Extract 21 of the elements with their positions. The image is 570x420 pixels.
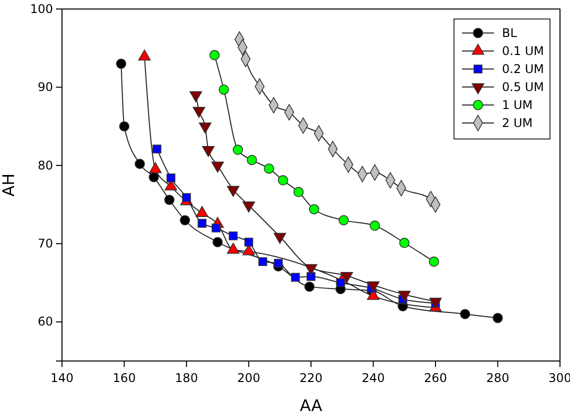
x-tick-label: 280 — [486, 371, 510, 385]
legend-label: BL — [502, 26, 518, 40]
legend-label: 0.1 UM — [502, 44, 544, 58]
y-axis-title: AH — [0, 174, 18, 196]
legend-label: 0.5 UM — [502, 80, 544, 94]
x-tick-label: 140 — [50, 371, 74, 385]
y-tick-label: 90 — [38, 80, 53, 94]
x-tick-label: 200 — [237, 371, 260, 385]
y-tick-label: 80 — [38, 158, 53, 172]
x-tick-label: 260 — [424, 371, 447, 385]
x-tick-label: 160 — [112, 371, 136, 385]
x-tick-label: 220 — [300, 371, 322, 385]
y-tick-label: 70 — [38, 236, 53, 251]
y-tick-label: 60 — [38, 314, 53, 329]
y-tick-label: 100 — [30, 2, 53, 16]
legend-label: 0.2 UM — [502, 62, 544, 76]
x-tick-label: 240 — [362, 371, 385, 385]
x-axis-title: AA — [300, 396, 322, 415]
legend-label: 2 UM — [502, 116, 533, 130]
x-tick-label: 180 — [175, 371, 198, 385]
legend-label: 1 UM — [502, 98, 533, 112]
